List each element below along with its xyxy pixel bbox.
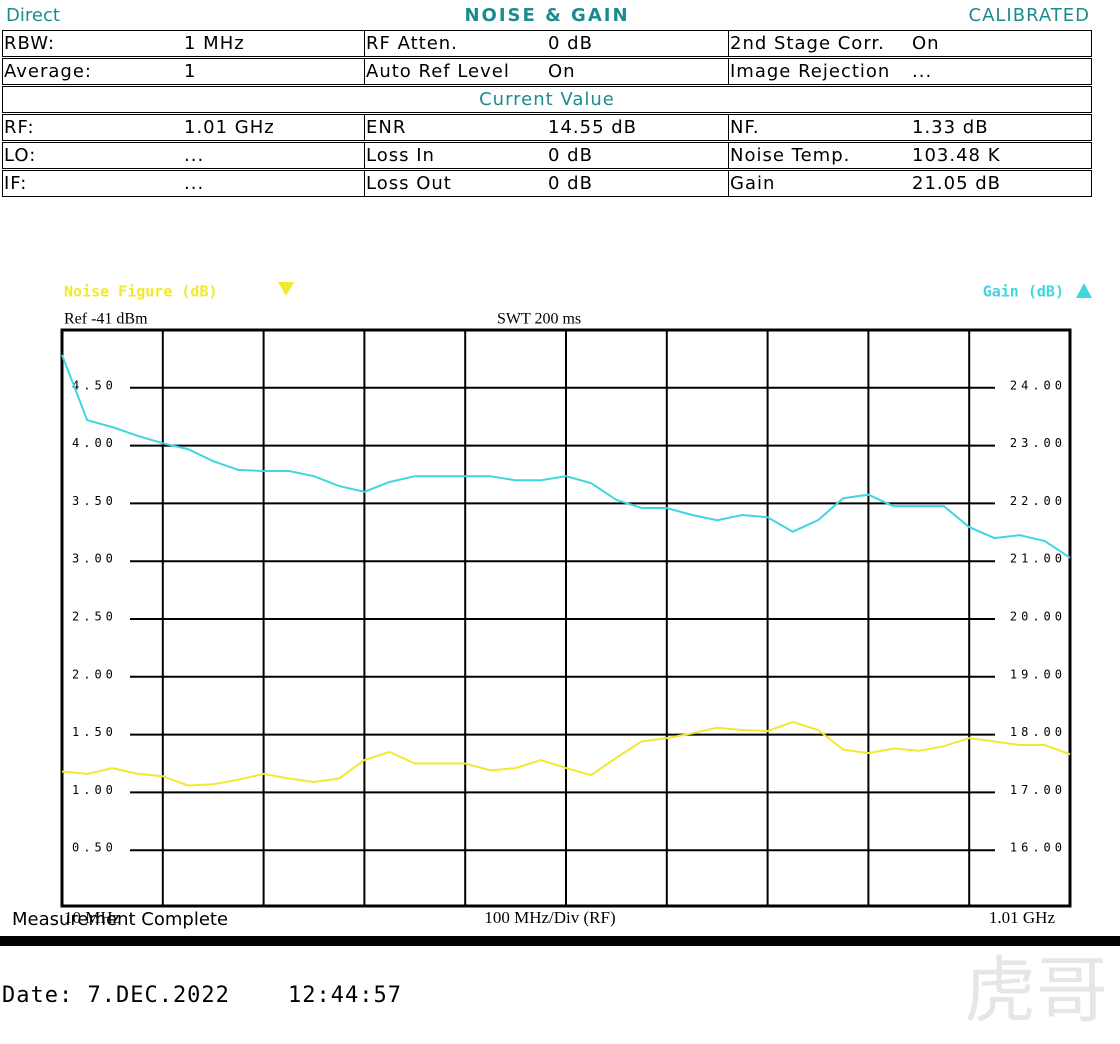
y2-tick-label: 21.00 bbox=[1010, 552, 1066, 566]
table-row bbox=[2, 170, 1092, 197]
label: IF: bbox=[4, 173, 28, 194]
table-row bbox=[2, 142, 1092, 169]
mode: Direct bbox=[6, 5, 60, 26]
ref-label: Ref -41 dBm bbox=[64, 311, 148, 328]
value: ... bbox=[184, 145, 205, 166]
x-tick-label: 10 MHz bbox=[64, 908, 121, 927]
label: RF Atten. bbox=[366, 33, 458, 54]
y2-tick-label: 18.00 bbox=[1010, 725, 1066, 739]
value: 1 MHz bbox=[184, 33, 245, 54]
value: 0 dB bbox=[548, 145, 593, 166]
value: 1.33 dB bbox=[912, 117, 989, 138]
value: 21.05 dB bbox=[912, 173, 1002, 194]
label: Auto Ref Level bbox=[366, 61, 510, 82]
cell-divider bbox=[364, 114, 365, 141]
y2-tick-label: 22.00 bbox=[1010, 494, 1066, 508]
label: 2nd Stage Corr. bbox=[730, 33, 885, 54]
y2-tick-label: 20.00 bbox=[1010, 610, 1066, 624]
value: On bbox=[548, 61, 576, 82]
value: 103.48 K bbox=[912, 145, 1001, 166]
y-tick-label: 4.00 bbox=[72, 436, 117, 450]
legend-entry: Gain (dB) bbox=[983, 283, 1064, 301]
y2-tick-label: 16.00 bbox=[1010, 841, 1066, 855]
cell-divider bbox=[364, 58, 365, 85]
series-line bbox=[61, 720, 1071, 787]
y-tick-label: 4.50 bbox=[72, 378, 117, 392]
y-tick-label: 3.50 bbox=[72, 494, 117, 508]
value: ... bbox=[912, 61, 933, 82]
label: Loss In bbox=[366, 145, 435, 166]
watermark: 虎哥 bbox=[964, 949, 1108, 1033]
value: On bbox=[912, 33, 940, 54]
y-tick-label: 2.00 bbox=[72, 667, 117, 681]
cell-divider bbox=[728, 58, 729, 85]
y-tick-label: 0.50 bbox=[72, 841, 117, 855]
table-row bbox=[2, 114, 1092, 141]
sweep-label: SWT 200 ms bbox=[497, 311, 581, 328]
y-tick-label: 1.00 bbox=[72, 783, 117, 797]
date: Date: 7.DEC.2022 bbox=[2, 983, 230, 1008]
table-row bbox=[2, 58, 1092, 85]
value: 0 dB bbox=[548, 173, 593, 194]
y-tick-label: 1.50 bbox=[72, 725, 117, 739]
plot-frame bbox=[60, 328, 1072, 908]
cell-divider bbox=[728, 114, 729, 141]
divider-band bbox=[0, 936, 1120, 946]
label: Gain bbox=[730, 173, 776, 194]
label: ENR bbox=[366, 117, 407, 138]
section-title: Current Value bbox=[479, 89, 615, 110]
label: RBW: bbox=[4, 33, 56, 54]
label: RF: bbox=[4, 117, 35, 138]
y-tick-label: 2.50 bbox=[72, 610, 117, 624]
status-label: Measurement Complete bbox=[12, 909, 228, 930]
y2-tick-label: 23.00 bbox=[1010, 436, 1066, 450]
y2-tick-label: 17.00 bbox=[1010, 783, 1066, 797]
cell-divider bbox=[364, 170, 365, 197]
series-line bbox=[61, 354, 1071, 559]
value: 14.55 dB bbox=[548, 117, 638, 138]
table-row bbox=[2, 86, 1092, 113]
cell-divider bbox=[728, 142, 729, 169]
y2-tick-label: 24.00 bbox=[1010, 378, 1066, 392]
cell-divider bbox=[364, 30, 365, 57]
label: Image Rejection bbox=[730, 61, 891, 82]
gain-marker bbox=[1076, 283, 1092, 298]
value: ... bbox=[184, 173, 205, 194]
y-tick-label: 3.00 bbox=[72, 552, 117, 566]
time: 12:44:57 bbox=[288, 983, 402, 1008]
cell-divider bbox=[364, 142, 365, 169]
nf-marker bbox=[278, 282, 294, 296]
y2-tick-label: 19.00 bbox=[1010, 667, 1066, 681]
value: 1 bbox=[184, 61, 197, 82]
value: 0 dB bbox=[548, 33, 593, 54]
cell-divider bbox=[728, 170, 729, 197]
label: Average: bbox=[4, 61, 92, 82]
x-tick-label: 1.01 GHz bbox=[989, 908, 1056, 927]
legend-entry: Noise Figure (dB) bbox=[64, 283, 218, 301]
cell-divider bbox=[728, 30, 729, 57]
title: NOISE & GAIN bbox=[464, 5, 630, 26]
value: 1.01 GHz bbox=[184, 117, 275, 138]
label: NF. bbox=[730, 117, 760, 138]
x-div-label: 100 MHz/Div (RF) bbox=[484, 908, 615, 927]
table-row bbox=[2, 30, 1092, 57]
label: LO: bbox=[4, 145, 37, 166]
label: Loss Out bbox=[366, 173, 452, 194]
label: Noise Temp. bbox=[730, 145, 851, 166]
status: CALIBRATED bbox=[968, 5, 1090, 26]
